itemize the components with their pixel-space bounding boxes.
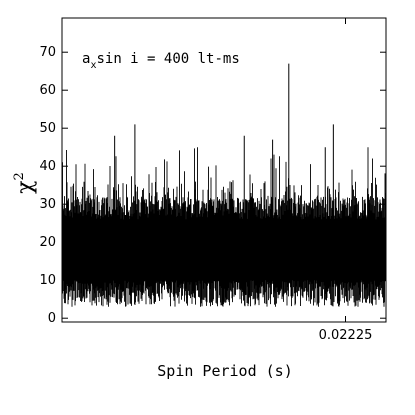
y-tick-label: 60 [39,83,56,98]
annotation-main: a [82,51,90,67]
x-axis: 0.022250.02230.022350.02240.022450.0225 [319,18,373,343]
y-axis-label-main: χ [13,180,38,193]
y-axis-label: χ2 [12,172,38,194]
plot-frame [61,17,387,323]
y-tick-label: 10 [39,273,56,288]
signal-series [62,63,386,307]
y-tick-label: 20 [39,235,56,250]
y-axis-label-superscript: 2 [12,172,27,180]
signal-core [62,234,386,273]
annotation-subscript: x [90,60,96,71]
y-tick-label: 30 [39,197,56,212]
y-tick-label: 70 [39,45,56,60]
y-axis: 0 10 20 30 40 50 60 70 [39,45,386,326]
x-axis-label: Spin Period (s) [157,362,292,380]
y-tick-label: 50 [39,121,56,136]
y-tick-label: 0 [48,311,56,326]
annotation-rest: sin i = 400 lt-ms [96,51,239,67]
annotation: axsin i = 400 lt-ms [82,51,240,71]
y-tick-label: 40 [39,159,56,174]
x-tick-label: 0.02225 [319,328,373,343]
